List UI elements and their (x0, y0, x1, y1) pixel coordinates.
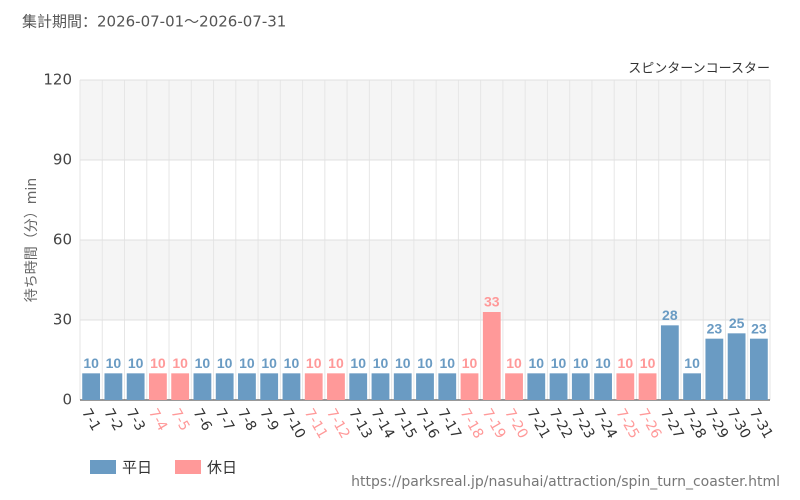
value-label: 10 (106, 355, 122, 371)
bar (393, 373, 412, 400)
bar (660, 325, 679, 400)
bar (282, 373, 301, 400)
bar (371, 373, 390, 400)
bar (349, 373, 368, 400)
value-label: 10 (217, 355, 233, 371)
bar (571, 373, 590, 400)
bar (149, 373, 167, 400)
bar (438, 373, 457, 400)
bar (238, 373, 256, 400)
bar (594, 373, 612, 400)
source-url: https://parksreal.jp/nasuhai/attraction/… (351, 474, 780, 490)
bar (82, 373, 101, 400)
x-tick-label: 7-31 (746, 406, 776, 442)
bar (327, 373, 345, 400)
value-label: 25 (729, 315, 745, 331)
bar (416, 373, 434, 400)
x-tick-label: 7-9 (256, 406, 281, 434)
bar (683, 373, 701, 400)
y-axis-label: 待ち時間（分）min (24, 178, 40, 302)
value-label: 10 (595, 355, 611, 371)
y-tick-label: 30 (53, 311, 72, 329)
value-label: 10 (506, 355, 522, 371)
chart-subtitle: スピンターンコースター (628, 62, 770, 77)
value-label: 10 (261, 355, 277, 371)
value-label: 10 (284, 355, 300, 371)
value-label: 10 (373, 355, 389, 371)
bar (304, 373, 323, 400)
bar (549, 373, 568, 400)
value-label: 10 (462, 355, 478, 371)
bar (527, 373, 546, 400)
value-label: 10 (239, 355, 255, 371)
value-label: 10 (328, 355, 344, 371)
value-label: 10 (172, 355, 188, 371)
y-tick-label: 120 (43, 71, 72, 89)
bar (705, 338, 724, 400)
value-label: 33 (484, 294, 500, 310)
value-label: 28 (662, 307, 678, 323)
x-tick-label: 7-5 (167, 406, 192, 434)
bar (616, 373, 635, 400)
bar (727, 333, 746, 400)
y-tick-label: 0 (62, 391, 72, 409)
bar (260, 373, 279, 400)
x-tick-label: 7-8 (234, 406, 259, 434)
legend-swatch (90, 460, 116, 474)
bar (104, 373, 123, 400)
legend-label: 休日 (207, 459, 237, 477)
chart-title: 集計期間：2026-07-01～2026-07-31 (22, 13, 286, 31)
bar (126, 373, 145, 400)
value-label: 10 (150, 355, 166, 371)
value-label: 10 (395, 355, 411, 371)
x-tick-label: 7-3 (123, 406, 148, 434)
value-label: 23 (707, 320, 723, 336)
plot-band (80, 240, 770, 320)
value-label: 10 (551, 355, 567, 371)
bar (171, 373, 190, 400)
value-label: 10 (640, 355, 656, 371)
x-tick-label: 7-4 (145, 406, 170, 434)
y-tick-label: 60 (53, 231, 72, 249)
bar (638, 373, 657, 400)
bar (505, 373, 523, 400)
bar (482, 312, 501, 400)
value-label: 10 (618, 355, 634, 371)
y-tick-label: 90 (53, 151, 72, 169)
bar (193, 373, 212, 400)
value-label: 10 (417, 355, 433, 371)
bar (749, 338, 768, 400)
legend-label: 平日 (122, 459, 152, 477)
bar (215, 373, 234, 400)
value-label: 23 (751, 320, 767, 336)
value-label: 10 (128, 355, 144, 371)
value-label: 10 (439, 355, 455, 371)
x-tick-label: 7-2 (100, 406, 125, 434)
bar (460, 373, 479, 400)
value-label: 10 (83, 355, 99, 371)
x-tick-label: 7-7 (212, 406, 237, 434)
x-tick-label: 7-1 (78, 406, 103, 434)
value-label: 10 (306, 355, 322, 371)
value-label: 10 (573, 355, 589, 371)
value-label: 10 (529, 355, 545, 371)
plot-band (80, 80, 770, 160)
value-label: 10 (350, 355, 366, 371)
x-tick-label: 7-6 (189, 406, 214, 434)
legend-swatch (175, 460, 201, 474)
value-label: 10 (684, 355, 700, 371)
value-label: 10 (195, 355, 211, 371)
